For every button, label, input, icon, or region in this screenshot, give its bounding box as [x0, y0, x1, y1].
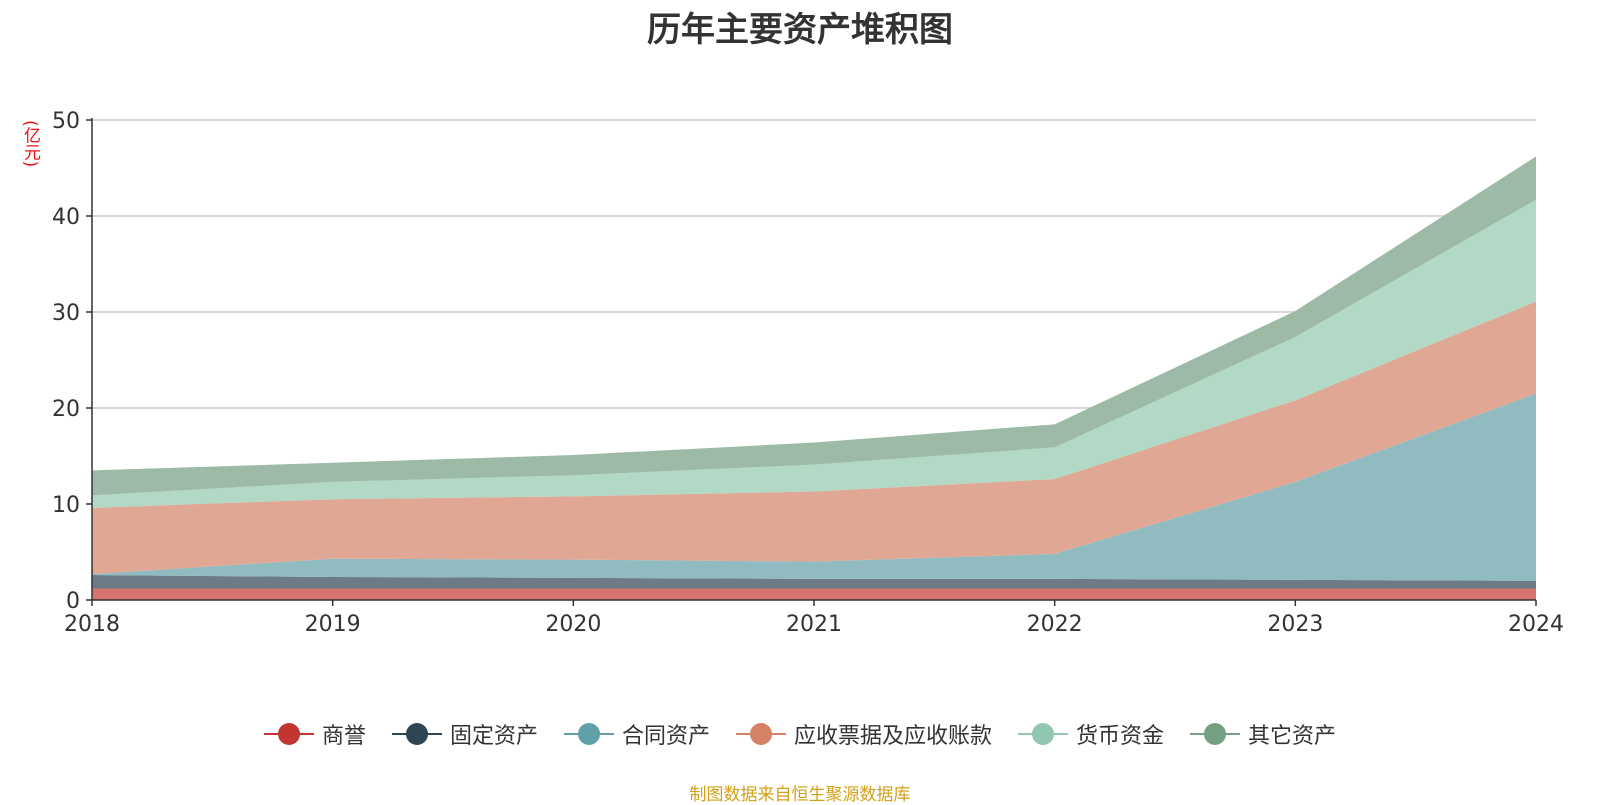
axes: 0 10 20 30 40 50 2018 2019 2020 2021 2022 2023 2024 — [52, 109, 1564, 637]
x-tick-label: 2018 — [64, 612, 120, 637]
legend-label: 商誉 — [321, 724, 366, 749]
y-tick-label: 0 — [66, 589, 80, 614]
legend-label: 固定资产 — [449, 724, 538, 749]
legend-item[interactable]: 固定资产 — [391, 718, 538, 750]
area-series-3 — [92, 393, 1536, 581]
legend-item[interactable]: 其它资产 — [1190, 718, 1336, 750]
legend: 商誉 固定资产 合同资产 应收票据及应收账款 货币资金 其它资产 — [0, 718, 1600, 750]
y-tick-label: 40 — [52, 205, 80, 230]
legend-marker-icon — [391, 722, 442, 746]
legend-label: 合同资产 — [621, 724, 710, 749]
x-tick-label: 2021 — [786, 612, 842, 637]
legend-marker-icon — [1018, 722, 1069, 746]
legend-marker-icon — [1190, 722, 1241, 746]
x-tick-label: 2024 — [1508, 612, 1564, 637]
area-series-4 — [92, 301, 1536, 575]
legend-item[interactable]: 货币资金 — [1018, 718, 1164, 750]
source-note: 制图数据来自恒生聚源数据库 — [689, 785, 911, 805]
legend-item[interactable]: 应收票据及应收账款 — [736, 718, 992, 750]
area-series-5 — [92, 199, 1536, 508]
legend-item[interactable]: 合同资产 — [563, 718, 710, 750]
area-series — [92, 156, 1536, 600]
x-tick-label: 2023 — [1267, 612, 1323, 637]
x-tick-label: 2022 — [1027, 612, 1083, 637]
x-tick-label: 2020 — [545, 612, 601, 637]
y-tick-label: 10 — [52, 493, 80, 518]
legend-label: 货币资金 — [1076, 724, 1165, 749]
chart-title: 历年主要资产堆积图 — [647, 10, 953, 50]
x-tick-label: 2019 — [305, 612, 361, 637]
legend-marker-icon — [563, 722, 614, 746]
stacked-area-chart: 0 10 20 30 40 50 2018 2019 2020 2021 2022 2023 2024 — [52, 109, 1564, 637]
legend-item[interactable]: 商誉 — [263, 718, 366, 750]
y-axis-unit-label: (亿元) — [20, 120, 40, 168]
legend-label: 其它资产 — [1248, 724, 1337, 749]
legend-marker-icon — [736, 722, 786, 746]
area-series-1 — [92, 588, 1536, 600]
y-tick-label: 30 — [52, 301, 80, 326]
y-tick-label: 20 — [52, 397, 80, 422]
area-series-2 — [92, 575, 1536, 589]
y-tick-label: 50 — [52, 109, 80, 134]
legend-marker-icon — [263, 722, 314, 746]
legend-label: 应收票据及应收账款 — [794, 724, 993, 749]
